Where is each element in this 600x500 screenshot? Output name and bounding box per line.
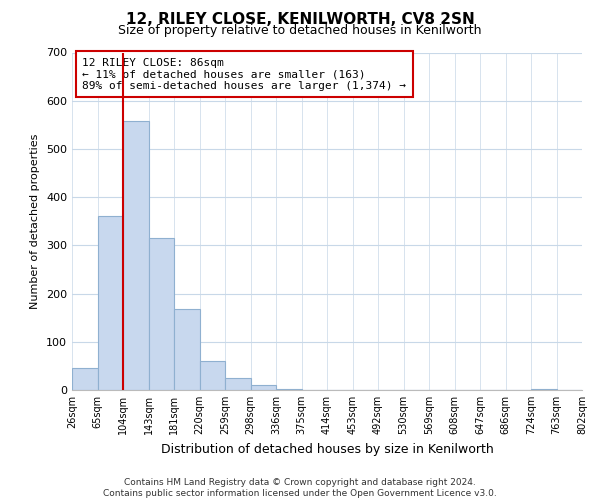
Bar: [149, 238, 174, 390]
Text: 12, RILEY CLOSE, KENILWORTH, CV8 2SN: 12, RILEY CLOSE, KENILWORTH, CV8 2SN: [125, 12, 475, 28]
Text: Size of property relative to detached houses in Kenilworth: Size of property relative to detached ho…: [118, 24, 482, 37]
Y-axis label: Number of detached properties: Number of detached properties: [31, 134, 40, 309]
X-axis label: Distribution of detached houses by size in Kenilworth: Distribution of detached houses by size …: [161, 442, 493, 456]
Text: 12 RILEY CLOSE: 86sqm
← 11% of detached houses are smaller (163)
89% of semi-det: 12 RILEY CLOSE: 86sqm ← 11% of detached …: [82, 58, 406, 91]
Bar: [97, 216, 123, 390]
Bar: [225, 378, 251, 390]
Text: Contains HM Land Registry data © Crown copyright and database right 2024.
Contai: Contains HM Land Registry data © Crown c…: [103, 478, 497, 498]
Bar: [123, 122, 149, 390]
Bar: [174, 309, 199, 390]
Bar: [199, 361, 225, 390]
Bar: [276, 388, 302, 390]
Bar: [531, 388, 557, 390]
Bar: [251, 385, 276, 390]
Bar: [72, 368, 97, 390]
